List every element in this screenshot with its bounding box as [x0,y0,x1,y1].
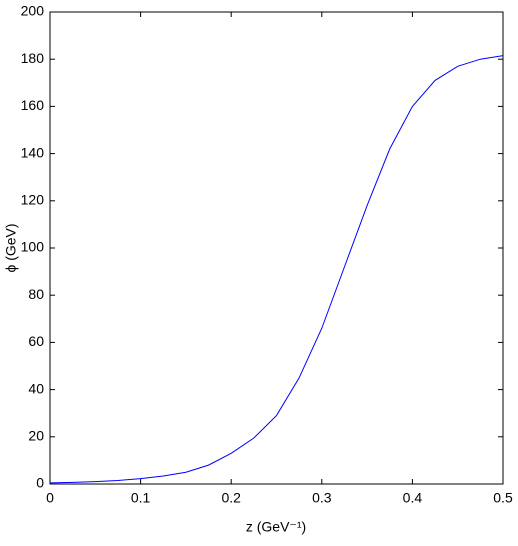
axes-box [49,11,504,485]
y-tick-label: 60 [28,333,44,349]
x-tick-label: 0.1 [131,490,151,506]
y-tick-label: 100 [21,239,45,255]
y-tick-label: 140 [21,144,45,160]
line-series [49,55,504,484]
x-tick-label: 0.5 [493,490,513,506]
x-tick-label: 0.3 [312,490,332,506]
x-tick-label: 0.4 [403,490,423,506]
y-tick-label: 180 [21,50,45,66]
x-tick-label: 0 [46,490,54,506]
y-tick-label: 20 [28,428,44,444]
y-tick-label: 0 [36,475,44,491]
y-tick-label: 200 [21,3,45,19]
x-axis-label: z (GeV⁻¹) [246,519,306,535]
y-axis-label: ϕ (GeV) [3,223,19,272]
y-tick-label: 40 [28,380,44,396]
y-tick-label: 160 [21,97,45,113]
y-tick-label: 80 [28,286,44,302]
y-tick-label: 120 [21,192,45,208]
x-tick-label: 0.2 [221,490,241,506]
